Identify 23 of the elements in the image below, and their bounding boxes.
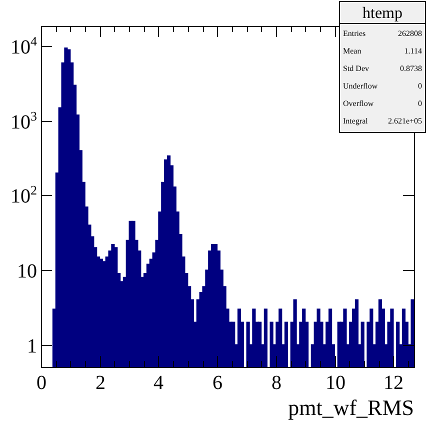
annotation: Overflow <box>343 99 374 108</box>
x-tick-label: 6 <box>212 372 222 394</box>
x-tick-label: 8 <box>272 372 282 394</box>
annotation: Entries <box>343 29 366 38</box>
annotation: 2.621e+05 <box>388 116 422 126</box>
y-tick-label: 10 <box>17 260 37 282</box>
annotation: Mean <box>343 46 362 56</box>
text: 0 <box>418 99 422 108</box>
text: 0 <box>418 82 422 90</box>
y-tick-label: 1 <box>27 336 37 358</box>
annotation: 262808 <box>398 29 422 38</box>
x-tick-label: 2 <box>96 372 106 394</box>
annotation: 0.8738 <box>400 64 422 73</box>
x-tick-label: 10 <box>326 372 346 394</box>
x-axis-title: pmt_wf_RMS <box>288 395 414 420</box>
x-tick-label: 4 <box>154 372 164 394</box>
annotation: Integral <box>343 116 369 126</box>
annotation: Std Dev <box>343 64 369 73</box>
annotation: 1.114 <box>404 46 422 56</box>
chart-title: htemp <box>362 5 402 22</box>
x-tick-label: 12 <box>384 372 404 394</box>
x-tick-label: 0 <box>36 372 46 394</box>
annotation: Underflow <box>343 82 378 90</box>
